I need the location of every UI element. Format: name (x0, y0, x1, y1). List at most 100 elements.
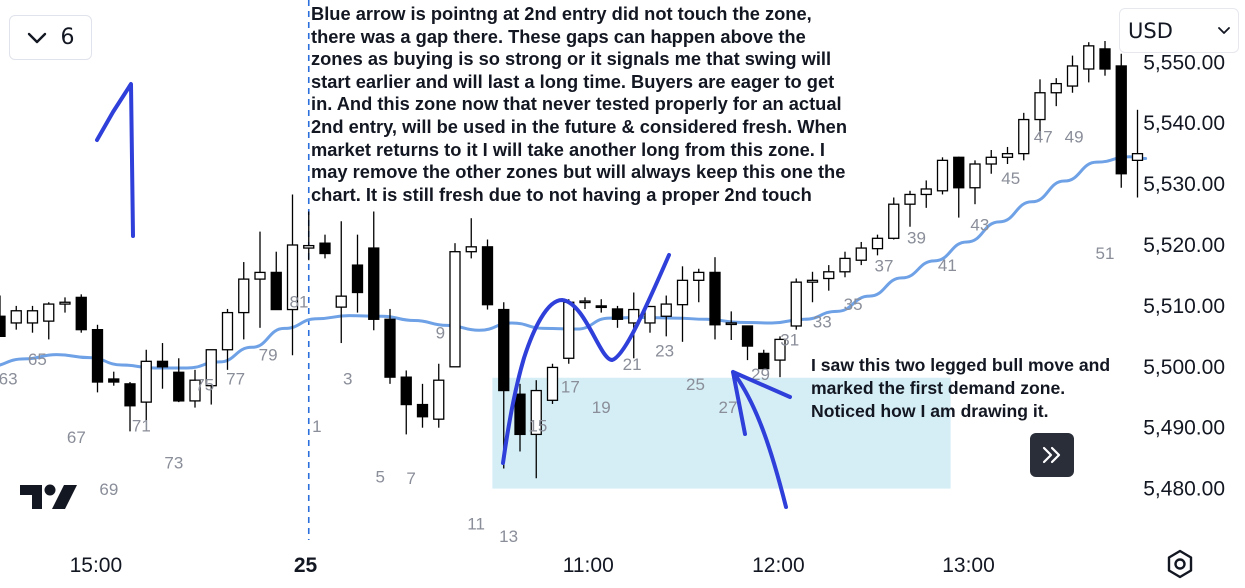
candle-body-up (1018, 118, 1030, 155)
candle[interactable] (790, 278, 802, 330)
bar-count-label: 47 (1034, 128, 1053, 147)
candle[interactable] (546, 363, 559, 404)
candle[interactable] (774, 336, 786, 378)
candle[interactable] (953, 156, 965, 218)
candle[interactable] (1050, 78, 1062, 107)
candle[interactable] (579, 297, 591, 309)
candle[interactable] (351, 234, 364, 313)
candle-body-up (888, 203, 900, 239)
candle[interactable] (806, 271, 819, 303)
candle[interactable] (1115, 53, 1127, 188)
candle[interactable] (660, 295, 672, 337)
candle[interactable] (221, 308, 234, 370)
candle[interactable] (368, 211, 380, 331)
time-tick-label: 12:00 (752, 554, 805, 577)
candle[interactable] (108, 371, 120, 386)
candle[interactable] (465, 218, 477, 259)
candle[interactable] (205, 349, 217, 405)
price-axis[interactable]: 5,480.00 5,490.00 5,500.00 5,510.00 5,520.00… (1143, 51, 1225, 500)
candle[interactable] (75, 294, 87, 333)
candle[interactable] (514, 383, 526, 452)
candle[interactable] (969, 160, 981, 205)
candle[interactable] (124, 382, 136, 432)
interval-selector-button[interactable]: 6 (9, 15, 92, 60)
candle[interactable] (1066, 55, 1079, 93)
candle[interactable] (1131, 109, 1144, 198)
candle-body-down (481, 246, 494, 306)
candle[interactable] (156, 343, 169, 389)
candle-body-up (628, 308, 640, 324)
candle[interactable] (693, 268, 705, 303)
bar-count-label: 75 (195, 375, 214, 394)
demand-zone[interactable] (492, 377, 951, 489)
candle[interactable] (400, 370, 412, 435)
candle[interactable] (319, 234, 331, 259)
candle-body-up (693, 271, 705, 281)
candle[interactable] (91, 324, 104, 393)
hand-drawings-layer (95, 82, 792, 509)
candle[interactable] (530, 380, 542, 479)
annotation-main-note[interactable]: Blue arrow is pointng at 2nd entry did n… (311, 3, 847, 207)
candle-body-down (91, 329, 104, 383)
candle[interactable] (676, 266, 689, 342)
scroll-to-realtime-button[interactable] (1030, 433, 1074, 477)
candle-body-up (335, 295, 347, 308)
candle[interactable] (839, 251, 851, 278)
candle[interactable] (644, 305, 656, 333)
candle[interactable] (303, 211, 315, 261)
candle[interactable] (59, 297, 71, 313)
candle[interactable] (449, 243, 461, 368)
candle[interactable] (1001, 146, 1014, 165)
candle[interactable] (416, 383, 429, 428)
candle[interactable] (725, 311, 737, 341)
candle[interactable] (173, 358, 185, 403)
candle[interactable] (741, 325, 754, 361)
candle[interactable] (1083, 42, 1095, 83)
candle[interactable] (26, 305, 39, 333)
candle[interactable] (189, 369, 201, 408)
candle[interactable] (254, 231, 266, 328)
candle[interactable] (936, 157, 949, 195)
candle[interactable] (1099, 40, 1111, 76)
candle[interactable] (0, 295, 6, 337)
candle[interactable] (384, 308, 396, 384)
candle[interactable] (498, 302, 510, 469)
candle[interactable] (1018, 112, 1030, 161)
candle[interactable] (628, 292, 640, 359)
candle[interactable] (43, 302, 55, 340)
candle[interactable] (709, 257, 721, 340)
candle[interactable] (433, 363, 445, 428)
candle-body-up (26, 310, 39, 324)
candle[interactable] (1034, 79, 1046, 137)
candle[interactable] (10, 305, 22, 330)
candle[interactable] (270, 251, 282, 311)
candle[interactable] (758, 349, 770, 370)
double-chevron-right-icon (1042, 446, 1061, 464)
candle[interactable] (855, 241, 867, 266)
time-axis[interactable]: 15:00 25 11:00 12:00 13:00 (70, 554, 995, 577)
candle[interactable] (563, 299, 575, 364)
candle-body-down (953, 156, 965, 189)
candle[interactable] (335, 221, 347, 344)
currency-selector-button[interactable]: USD (1119, 8, 1239, 53)
candle[interactable] (238, 262, 250, 340)
candle-body-down (384, 318, 396, 378)
candle[interactable] (286, 194, 299, 356)
annotation-side-note[interactable]: I saw this two legged bull move and marke… (811, 354, 1110, 423)
candle[interactable] (823, 265, 835, 291)
chart-settings-button[interactable] (1164, 548, 1196, 580)
candle-body-down (0, 315, 6, 337)
candle[interactable] (611, 305, 624, 328)
candle[interactable] (140, 349, 152, 422)
moving-average-layer (0, 155, 1148, 370)
candle-body-down (75, 296, 87, 331)
candle[interactable] (481, 239, 494, 310)
candle[interactable] (871, 234, 884, 256)
candle[interactable] (595, 299, 607, 313)
candle[interactable] (920, 180, 932, 208)
candle[interactable] (985, 149, 997, 174)
candle[interactable] (888, 197, 900, 240)
price-tick-label: 5,540.00 (1143, 112, 1225, 135)
candle[interactable] (904, 190, 916, 227)
